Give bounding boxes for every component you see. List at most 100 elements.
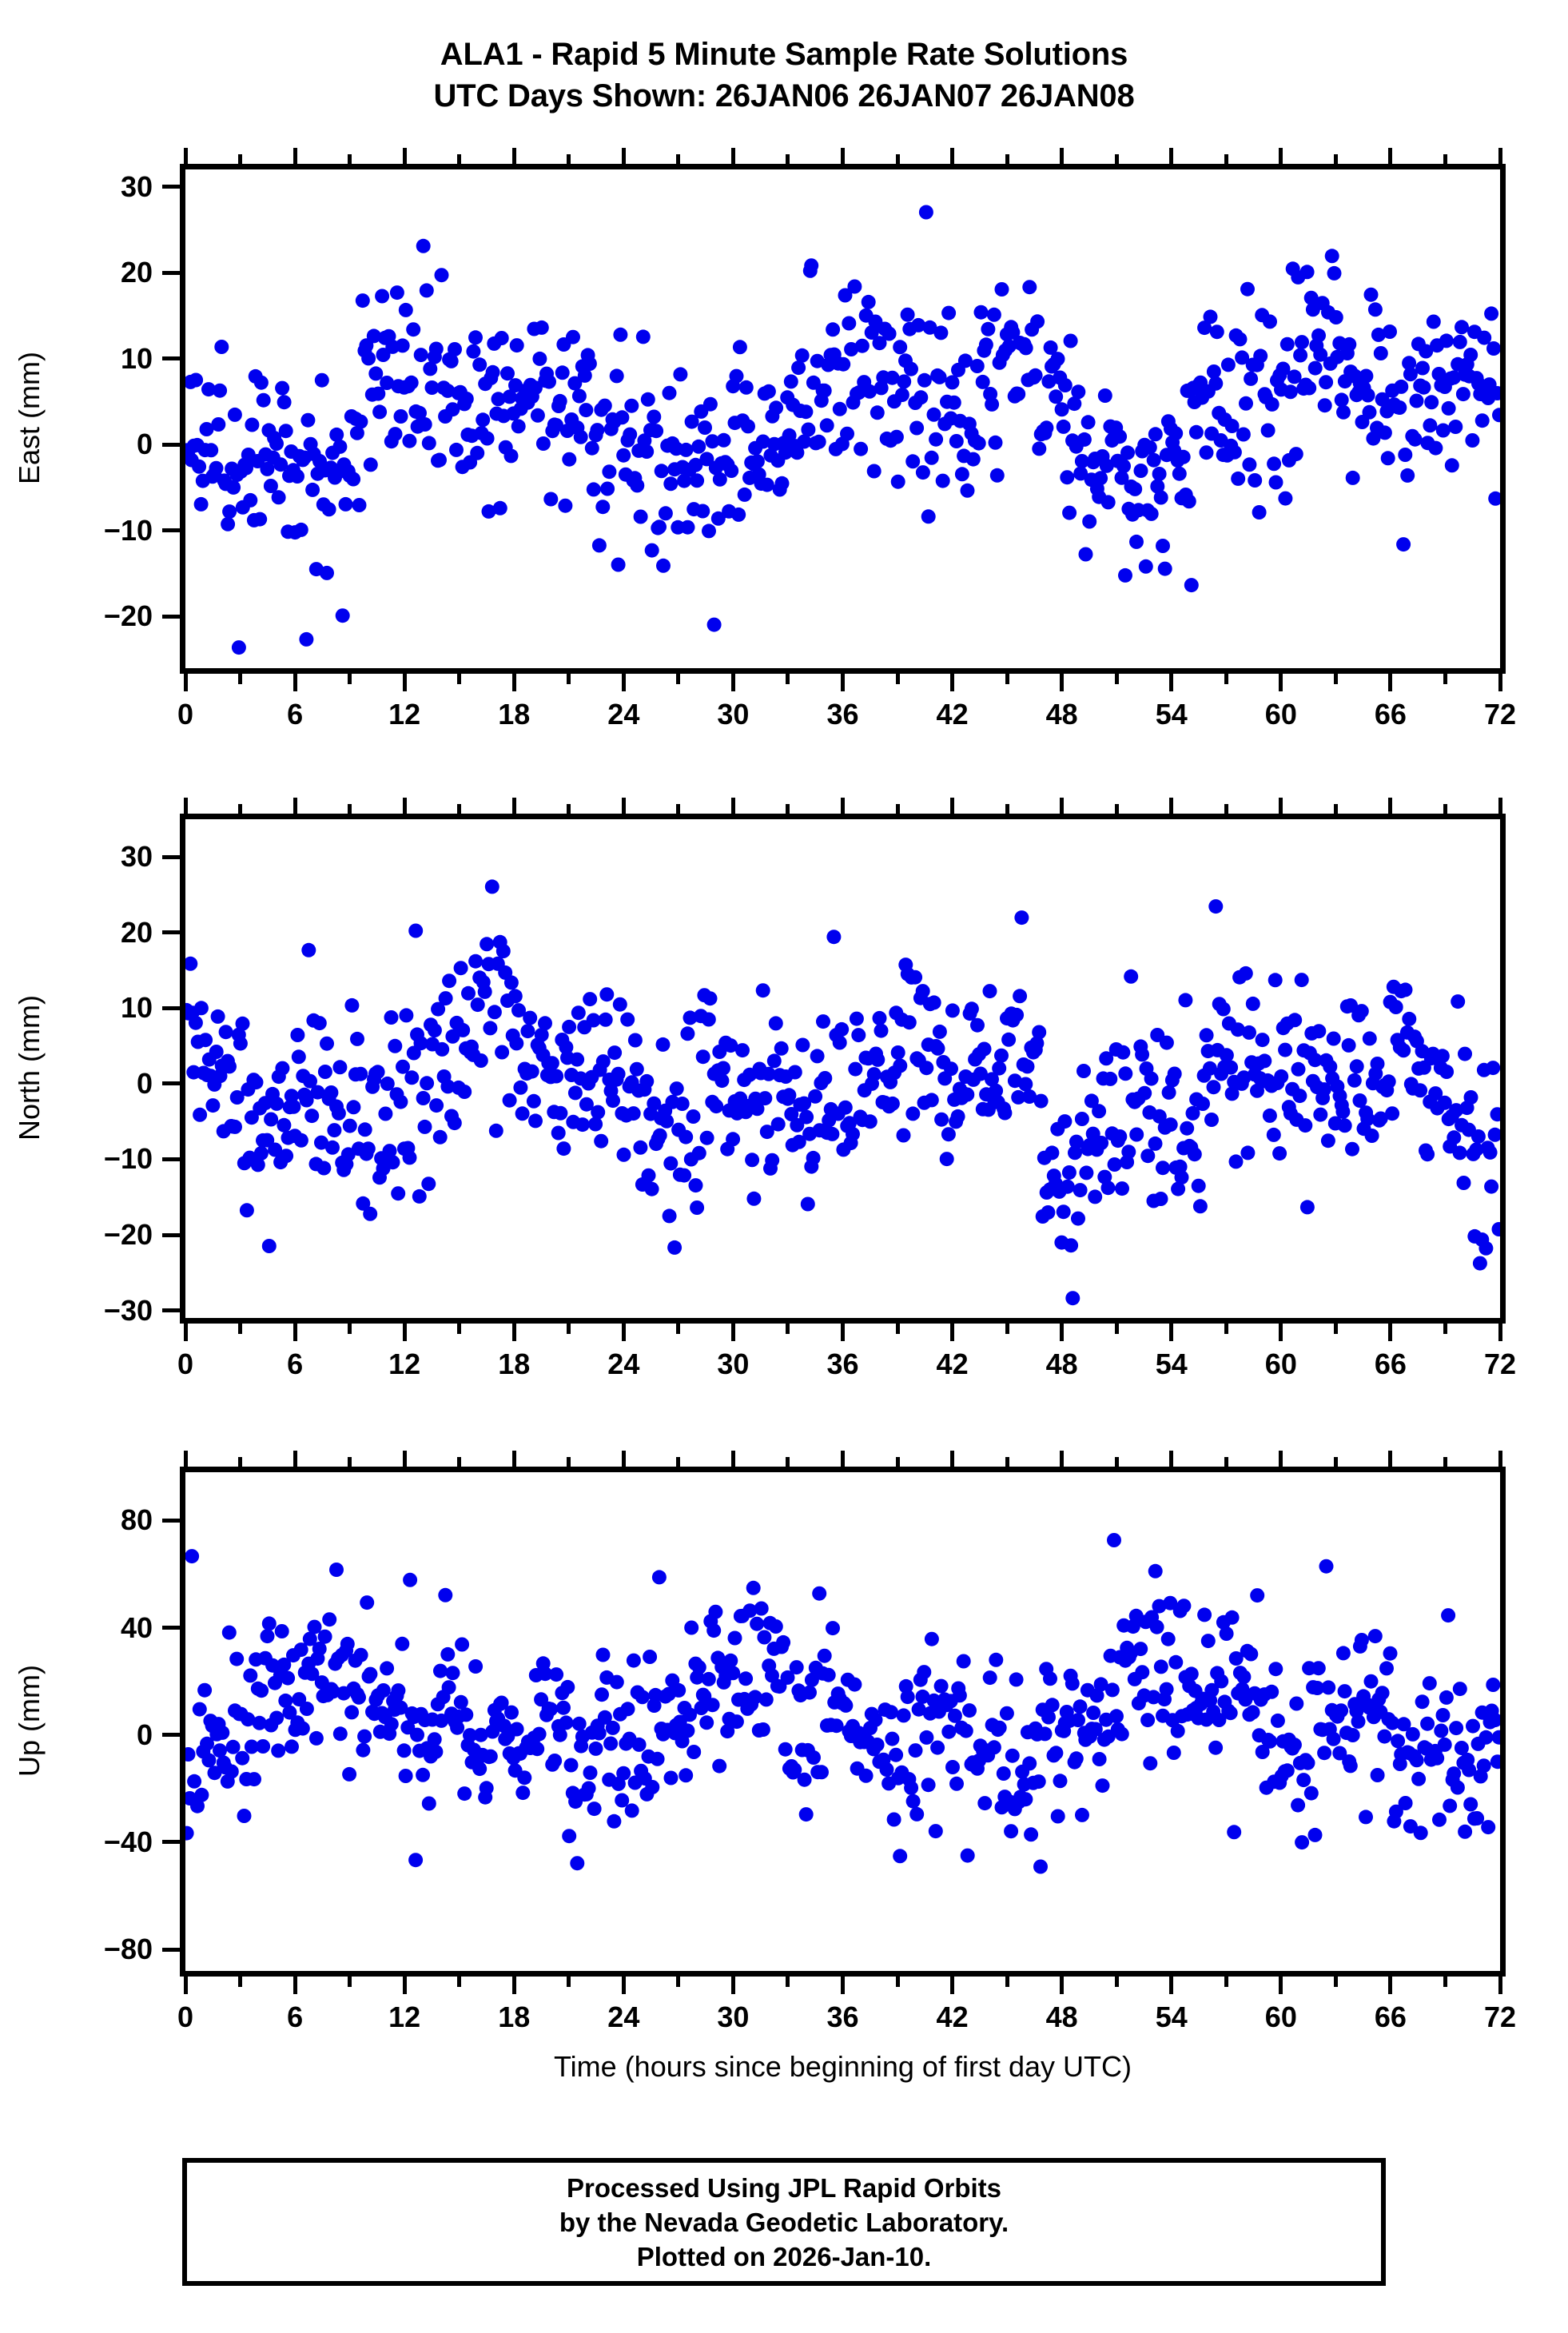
x-tick-top-up-3: [238, 1457, 243, 1467]
y-tick-label-east-0: 0: [136, 428, 153, 461]
x-tick-label-north-60: 60: [1264, 1348, 1297, 1380]
x-tick-top-up-51: [1114, 1457, 1119, 1467]
x-tick-top-east-45: [1005, 154, 1009, 164]
x-tick-bottom-up-54: [1169, 1977, 1174, 1994]
x-tick-bottom-up-3: [238, 1977, 243, 1987]
x-tick-bottom-east-15: [457, 674, 462, 684]
x-tick-bottom-north-21: [567, 1324, 571, 1334]
chart-title: ALA1 - Rapid 5 Minute Sample Rate Soluti…: [0, 34, 1568, 117]
x-tick-bottom-east-57: [1224, 674, 1228, 684]
x-tick-label-east-66: 66: [1374, 698, 1407, 731]
x-tick-top-east-9: [348, 154, 352, 164]
footer-line-1: Processed Using JPL Rapid Orbits: [566, 2172, 1002, 2203]
y-tick-label-east--20: −20: [103, 599, 153, 633]
x-tick-top-east-0: [183, 148, 188, 164]
scatter-area-east: [185, 169, 1500, 668]
x-tick-bottom-north-42: [950, 1324, 955, 1341]
x-tick-top-up-18: [511, 1451, 516, 1467]
x-tick-top-east-12: [402, 148, 407, 164]
x-tick-bottom-north-69: [1443, 1324, 1447, 1334]
x-tick-top-east-57: [1224, 154, 1228, 164]
y-tick-north-0: [162, 1081, 180, 1086]
x-tick-label-east-6: 6: [287, 698, 304, 731]
x-tick-top-north-66: [1388, 798, 1393, 814]
x-tick-label-east-24: 24: [607, 698, 640, 731]
x-tick-top-up-15: [457, 1457, 462, 1467]
x-tick-top-east-42: [950, 148, 955, 164]
x-tick-label-north-30: 30: [717, 1348, 750, 1380]
x-tick-top-up-33: [786, 1457, 790, 1467]
x-tick-top-up-39: [895, 1457, 900, 1467]
x-tick-top-east-54: [1169, 148, 1174, 164]
x-tick-label-up-42: 42: [936, 2001, 969, 2033]
y-tick-label-north-30: 30: [120, 840, 153, 874]
y-axis-title-north: North (mm): [13, 995, 46, 1141]
x-tick-bottom-north-66: [1388, 1324, 1393, 1341]
x-tick-top-north-6: [293, 798, 297, 814]
x-tick-bottom-north-27: [676, 1324, 681, 1334]
y-tick-north-30: [162, 854, 180, 859]
x-tick-bottom-up-42: [950, 1977, 955, 1994]
x-tick-label-north-12: 12: [388, 1348, 421, 1380]
x-tick-bottom-north-15: [457, 1324, 462, 1334]
y-tick-east-10: [162, 356, 180, 361]
y-tick-east-20: [162, 270, 180, 275]
x-tick-label-north-6: 6: [287, 1348, 304, 1380]
x-tick-bottom-north-57: [1224, 1324, 1228, 1334]
footer-line-2: by the Nevada Geodetic Laboratory.: [559, 2207, 1009, 2237]
y-tick-label-up-80: 80: [120, 1503, 153, 1537]
x-tick-top-north-21: [567, 804, 571, 814]
x-tick-top-east-21: [567, 154, 571, 164]
y-tick-up-0: [162, 1733, 180, 1738]
x-tick-bottom-up-63: [1333, 1977, 1338, 1987]
y-tick-north-10: [162, 1005, 180, 1010]
x-tick-label-north-66: 66: [1374, 1348, 1407, 1380]
x-tick-bottom-up-0: [183, 1977, 188, 1994]
x-tick-bottom-up-66: [1388, 1977, 1393, 1994]
x-tick-top-north-63: [1333, 804, 1338, 814]
x-tick-top-east-66: [1388, 148, 1393, 164]
x-tick-bottom-north-51: [1114, 1324, 1119, 1334]
x-tick-bottom-up-60: [1279, 1977, 1283, 1994]
x-tick-bottom-north-60: [1279, 1324, 1283, 1341]
x-tick-top-east-48: [1060, 148, 1065, 164]
x-tick-label-up-30: 30: [717, 2001, 750, 2033]
x-tick-bottom-east-63: [1333, 674, 1338, 684]
x-tick-top-up-24: [621, 1451, 626, 1467]
x-tick-top-up-63: [1333, 1457, 1338, 1467]
x-tick-bottom-east-39: [895, 674, 900, 684]
x-tick-top-east-69: [1443, 154, 1447, 164]
x-tick-bottom-up-51: [1114, 1977, 1119, 1987]
y-tick-up-40: [162, 1626, 180, 1630]
x-tick-label-east-18: 18: [498, 698, 531, 731]
x-tick-bottom-east-48: [1060, 674, 1065, 691]
title-line-2: UTC Days Shown: 26JAN06 26JAN07 26JAN08: [433, 78, 1135, 113]
y-tick-east--10: [162, 528, 180, 533]
x-tick-bottom-east-33: [786, 674, 790, 684]
x-tick-label-east-30: 30: [717, 698, 750, 731]
x-tick-label-north-0: 0: [177, 1348, 194, 1380]
title-line-1: ALA1 - Rapid 5 Minute Sample Rate Soluti…: [440, 37, 1128, 72]
y-tick-north--10: [162, 1157, 180, 1161]
y-tick-label-up--80: −80: [103, 1933, 153, 1966]
x-tick-bottom-east-54: [1169, 674, 1174, 691]
x-tick-top-north-45: [1005, 804, 1009, 814]
x-tick-label-east-72: 72: [1483, 698, 1517, 731]
x-tick-top-north-0: [183, 798, 188, 814]
x-tick-top-east-39: [895, 154, 900, 164]
x-tick-bottom-north-72: [1498, 1324, 1502, 1341]
x-tick-label-east-60: 60: [1264, 698, 1297, 731]
x-tick-top-east-72: [1498, 148, 1502, 164]
y-axis-title-up: Up (mm): [13, 1665, 46, 1777]
x-tick-top-east-51: [1114, 154, 1119, 164]
y-tick-label-east-10: 10: [120, 341, 153, 375]
x-tick-top-up-30: [730, 1451, 735, 1467]
x-tick-label-up-60: 60: [1264, 2001, 1297, 2033]
x-tick-top-east-30: [730, 148, 735, 164]
x-tick-label-up-48: 48: [1045, 2001, 1078, 2033]
x-tick-bottom-up-48: [1060, 1977, 1065, 1994]
x-tick-bottom-east-30: [730, 674, 735, 691]
x-tick-bottom-north-54: [1169, 1324, 1174, 1341]
x-tick-bottom-east-18: [511, 674, 516, 691]
